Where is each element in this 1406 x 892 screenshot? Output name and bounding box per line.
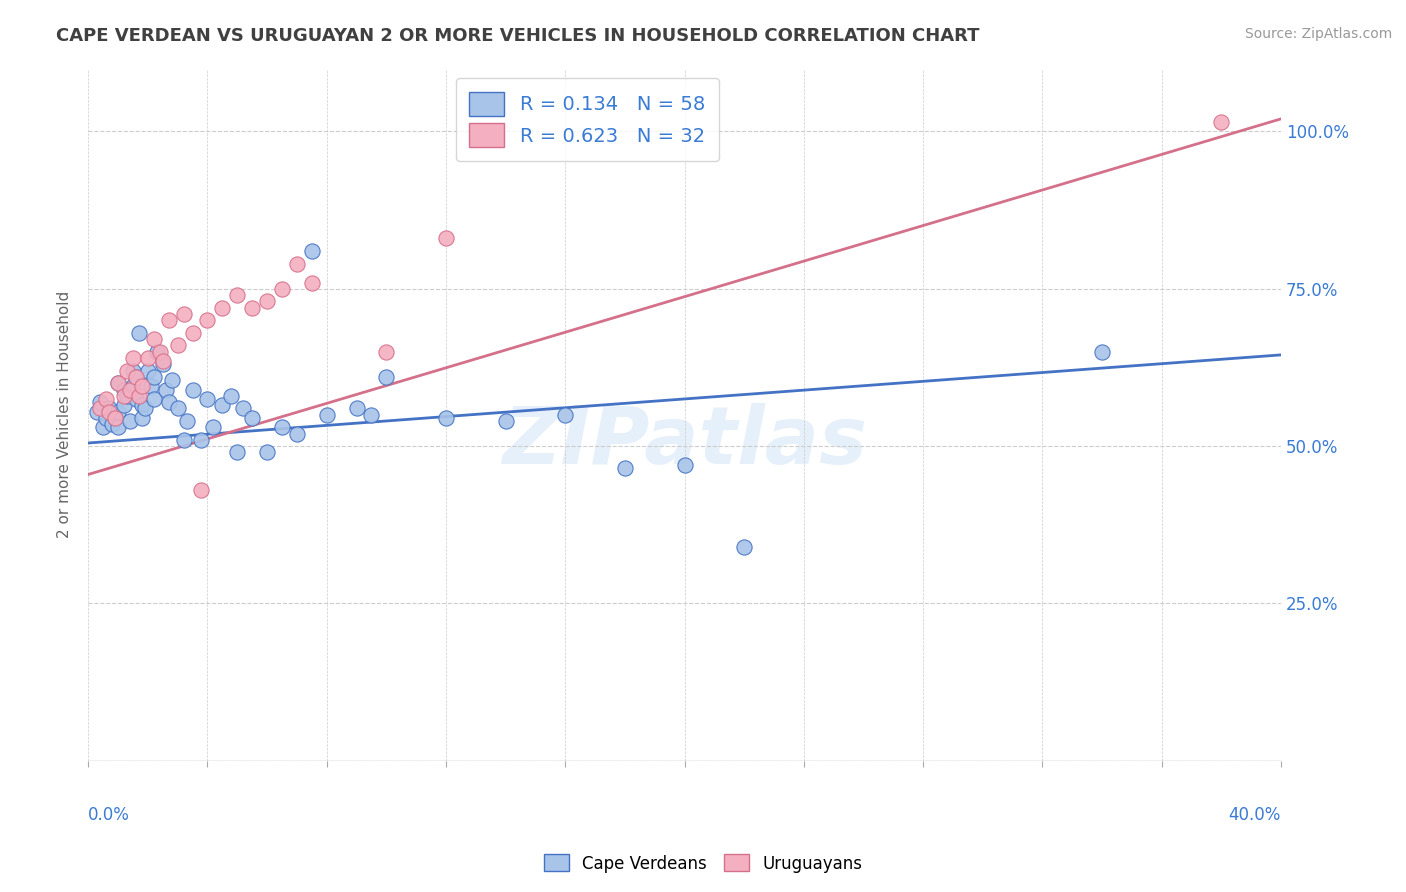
Point bbox=[173, 433, 195, 447]
Point bbox=[301, 244, 323, 258]
Point bbox=[211, 301, 233, 315]
Point bbox=[160, 373, 183, 387]
Point bbox=[181, 326, 204, 340]
Point bbox=[152, 357, 174, 371]
Point bbox=[98, 401, 121, 416]
Point bbox=[115, 389, 138, 403]
Point bbox=[112, 389, 135, 403]
Point bbox=[157, 313, 180, 327]
Point bbox=[240, 301, 263, 315]
Point bbox=[149, 344, 172, 359]
Point bbox=[131, 398, 153, 412]
Point bbox=[155, 383, 177, 397]
Point bbox=[122, 379, 145, 393]
Point bbox=[104, 410, 127, 425]
Point bbox=[315, 408, 337, 422]
Point bbox=[176, 414, 198, 428]
Point bbox=[434, 231, 457, 245]
Text: 0.0%: 0.0% bbox=[89, 805, 129, 824]
Point bbox=[226, 445, 249, 459]
Point bbox=[142, 332, 165, 346]
Point bbox=[122, 351, 145, 365]
Point bbox=[375, 344, 398, 359]
Point bbox=[115, 363, 138, 377]
Point bbox=[101, 417, 124, 431]
Point bbox=[118, 414, 141, 428]
Text: ZIPatlas: ZIPatlas bbox=[502, 403, 868, 482]
Point bbox=[136, 363, 159, 377]
Legend: Cape Verdeans, Uruguayans: Cape Verdeans, Uruguayans bbox=[537, 847, 869, 880]
Text: 40.0%: 40.0% bbox=[1229, 805, 1281, 824]
Point bbox=[673, 458, 696, 472]
Text: CAPE VERDEAN VS URUGUAYAN 2 OR MORE VEHICLES IN HOUSEHOLD CORRELATION CHART: CAPE VERDEAN VS URUGUAYAN 2 OR MORE VEHI… bbox=[56, 27, 980, 45]
Point bbox=[256, 294, 278, 309]
Point bbox=[112, 383, 135, 397]
Point bbox=[94, 410, 117, 425]
Point bbox=[285, 257, 308, 271]
Point bbox=[152, 354, 174, 368]
Point bbox=[139, 379, 162, 393]
Point bbox=[226, 288, 249, 302]
Point bbox=[131, 379, 153, 393]
Point bbox=[360, 408, 382, 422]
Point bbox=[256, 445, 278, 459]
Point bbox=[89, 401, 111, 416]
Point bbox=[271, 420, 294, 434]
Point bbox=[434, 410, 457, 425]
Point bbox=[107, 404, 129, 418]
Point bbox=[285, 426, 308, 441]
Point bbox=[125, 392, 148, 406]
Point bbox=[128, 326, 150, 340]
Point bbox=[104, 410, 127, 425]
Point bbox=[211, 398, 233, 412]
Point bbox=[166, 338, 188, 352]
Point bbox=[232, 401, 254, 416]
Text: Source: ZipAtlas.com: Source: ZipAtlas.com bbox=[1244, 27, 1392, 41]
Point bbox=[131, 410, 153, 425]
Point bbox=[190, 483, 212, 498]
Point bbox=[1211, 115, 1233, 129]
Point bbox=[107, 376, 129, 391]
Point bbox=[240, 410, 263, 425]
Point bbox=[221, 389, 243, 403]
Point bbox=[495, 414, 517, 428]
Point bbox=[94, 392, 117, 406]
Point bbox=[89, 395, 111, 409]
Point bbox=[202, 420, 225, 434]
Point bbox=[613, 461, 636, 475]
Point bbox=[112, 398, 135, 412]
Point bbox=[375, 370, 398, 384]
Point bbox=[271, 282, 294, 296]
Point bbox=[134, 401, 156, 416]
Point bbox=[145, 344, 167, 359]
Point bbox=[125, 370, 148, 384]
Point bbox=[107, 376, 129, 391]
Point bbox=[197, 392, 219, 406]
Point bbox=[733, 540, 755, 554]
Point bbox=[125, 370, 148, 384]
Point bbox=[98, 404, 121, 418]
Point bbox=[142, 370, 165, 384]
Point bbox=[128, 389, 150, 403]
Point bbox=[86, 404, 108, 418]
Point bbox=[301, 276, 323, 290]
Point bbox=[107, 420, 129, 434]
Point bbox=[197, 313, 219, 327]
Point bbox=[190, 433, 212, 447]
Point bbox=[157, 395, 180, 409]
Y-axis label: 2 or more Vehicles in Household: 2 or more Vehicles in Household bbox=[58, 291, 72, 538]
Point bbox=[1091, 344, 1114, 359]
Point bbox=[118, 383, 141, 397]
Point bbox=[166, 401, 188, 416]
Legend: R = 0.134   N = 58, R = 0.623   N = 32: R = 0.134 N = 58, R = 0.623 N = 32 bbox=[456, 78, 718, 161]
Point bbox=[346, 401, 368, 416]
Point bbox=[173, 307, 195, 321]
Point bbox=[142, 392, 165, 406]
Point bbox=[91, 420, 114, 434]
Point bbox=[181, 383, 204, 397]
Point bbox=[136, 351, 159, 365]
Point bbox=[122, 363, 145, 377]
Point bbox=[554, 408, 576, 422]
